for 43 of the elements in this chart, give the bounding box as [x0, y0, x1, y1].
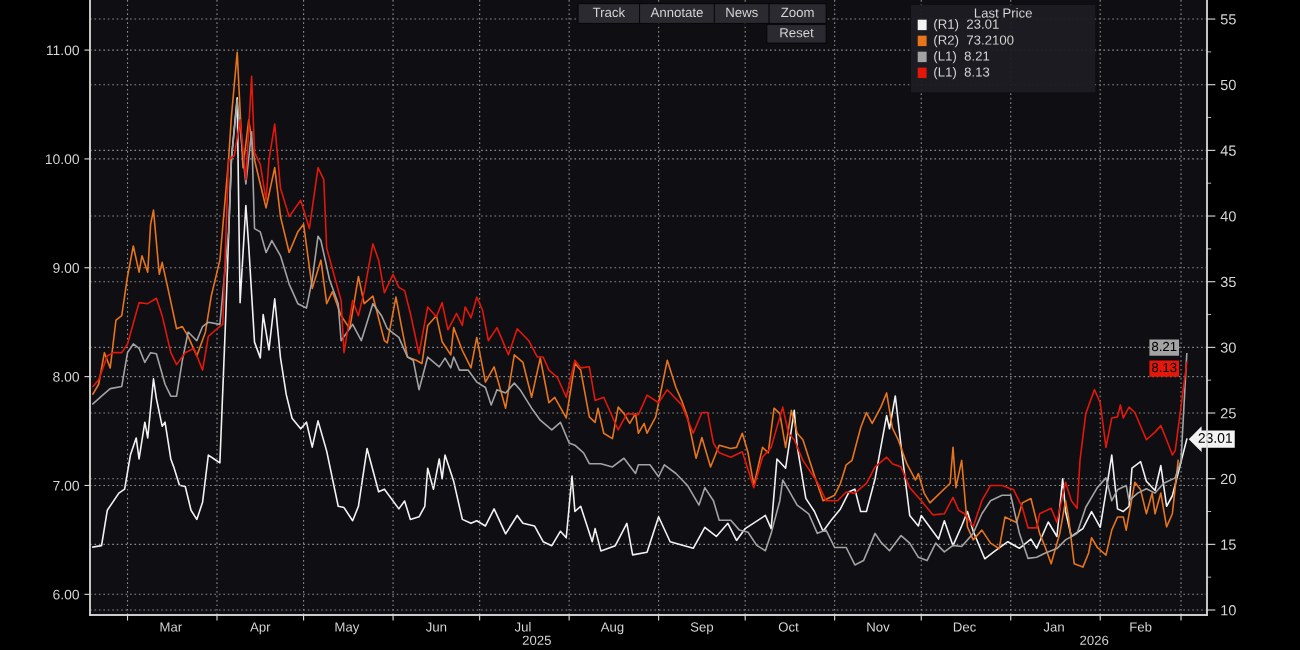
- y2-tick-label: 10: [1221, 605, 1236, 616]
- x-tick-label: Jun: [425, 622, 447, 632]
- y-tick-label: 11.00: [46, 45, 80, 56]
- data-label: 8.13: [1151, 362, 1177, 373]
- x-tick-label: Feb: [1130, 621, 1152, 632]
- y-tick-label: 8.00: [53, 371, 80, 382]
- x-tick-label: Sep: [690, 622, 714, 635]
- data-label: 8.21: [1151, 341, 1177, 352]
- annotation: Track: [592, 7, 626, 18]
- x-tick-label: Mar: [160, 622, 182, 632]
- y2-tick-label: 50: [1220, 79, 1236, 91]
- x-tick-label: Aug: [600, 622, 624, 635]
- x-tick-label: Nov: [867, 622, 890, 632]
- y-tick-label: 6.00: [53, 589, 80, 600]
- text: 2026: [1080, 635, 1109, 645]
- annotation: Reset: [780, 28, 814, 38]
- y-tick-label: 10.00: [45, 154, 80, 165]
- y2-tick-label: 15: [1221, 539, 1236, 550]
- data-label: 23.01: [1198, 433, 1232, 443]
- y2-tick-label: 45: [1220, 145, 1236, 156]
- annotation: (R2) 73.2100: [934, 35, 1014, 48]
- y2-tick-label: 25: [1220, 408, 1236, 419]
- annotation: (R1) 23.01: [934, 19, 999, 32]
- x-tick-label: Dec: [953, 622, 976, 632]
- y2-tick-label: 40: [1220, 211, 1236, 222]
- y2-tick-label: 55: [1220, 14, 1236, 25]
- y2-tick-label: 20: [1220, 473, 1236, 485]
- y2-tick-label: 30: [1220, 342, 1236, 353]
- x-tick-label: Jul: [514, 621, 531, 632]
- annotation: Zoom: [781, 7, 814, 18]
- y2-tick-label: 35: [1220, 276, 1236, 288]
- legend-title: Last Price: [974, 7, 1032, 18]
- x-tick-label: Jan: [1043, 622, 1064, 632]
- annotation: (L1) 8.13: [934, 67, 990, 80]
- y-tick-label: 9.00: [53, 263, 80, 273]
- y-tick-label: 7.00: [53, 480, 80, 491]
- annotation: Annotate: [650, 7, 703, 18]
- x-tick-label: Oct: [778, 622, 799, 632]
- annotation: News: [726, 7, 758, 18]
- annotation: (L1) 8.21: [934, 51, 990, 64]
- x-tick-label: Apr: [250, 622, 271, 635]
- text: 2025: [522, 635, 551, 645]
- x-tick-label: May: [335, 622, 360, 635]
